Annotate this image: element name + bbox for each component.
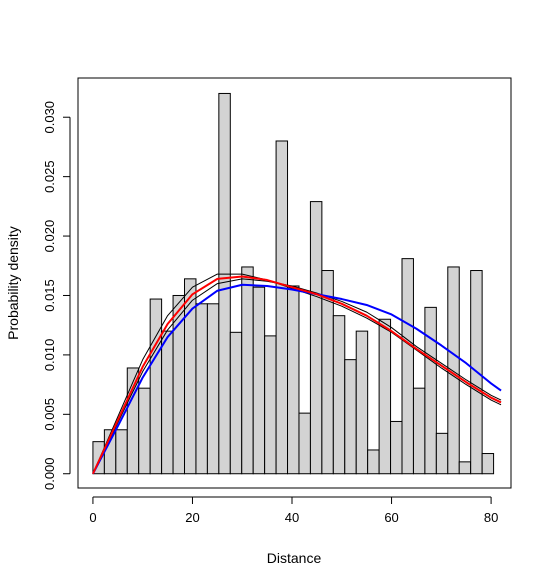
histogram-bar	[435, 432, 449, 475]
histogram-bar	[401, 258, 414, 475]
histogram-bar	[355, 330, 369, 475]
histogram-bar	[332, 315, 346, 475]
histogram-bar	[218, 92, 231, 475]
x-tick-label: 80	[484, 510, 498, 525]
x-tick-label: 0	[89, 510, 96, 525]
histogram-bar	[390, 420, 403, 475]
y-tick-label: 0.030	[42, 101, 57, 134]
histogram-bar	[275, 140, 289, 475]
y-tick-label: 0.000	[42, 457, 57, 490]
x-axis: 0 20 40 60 80	[89, 496, 498, 525]
histogram-bar	[458, 461, 472, 475]
y-tick-label: 0.015	[42, 279, 57, 312]
blue-density-curve	[92, 283, 502, 475]
y-axis: 0.000 0.005 0.010 0.015 0.020 0.025 0.030	[42, 101, 71, 490]
histogram-bar	[241, 266, 254, 475]
histogram-bar	[138, 387, 151, 475]
histogram-bar	[252, 286, 266, 475]
x-tick-label: 40	[285, 510, 299, 525]
histogram-bar	[115, 429, 128, 475]
histogram-bar	[195, 303, 208, 475]
histogram-bar	[298, 412, 311, 475]
y-tick-label: 0.010	[42, 339, 57, 372]
histogram-bar	[206, 303, 220, 475]
histogram-bar	[367, 449, 380, 475]
histogram-bar	[412, 387, 426, 475]
histogram-bar	[229, 331, 243, 475]
histogram-bar	[172, 294, 186, 475]
x-tick-label: 20	[185, 510, 199, 525]
histogram-bar	[309, 201, 323, 475]
histogram-bar	[344, 359, 357, 475]
histogram-bar	[161, 330, 174, 475]
histogram-bar	[424, 306, 437, 475]
black-density-curve	[92, 278, 502, 474]
histogram-bar	[481, 453, 495, 475]
y-tick-label: 0.020	[42, 220, 57, 253]
histogram-bar	[378, 318, 392, 475]
histogram-bar	[287, 285, 300, 475]
x-axis-title: Distance	[267, 550, 322, 566]
histogram-bar	[149, 298, 163, 475]
histogram-bar	[264, 335, 277, 475]
histogram-bars	[92, 92, 495, 475]
red-density-curve	[92, 275, 502, 475]
plot-frame	[77, 77, 512, 489]
y-tick-label: 0.025	[42, 160, 57, 193]
x-tick-label: 60	[384, 510, 398, 525]
y-axis-title: Probability density	[5, 226, 21, 340]
density-curves	[92, 273, 502, 475]
y-tick-label: 0.005	[42, 398, 57, 431]
